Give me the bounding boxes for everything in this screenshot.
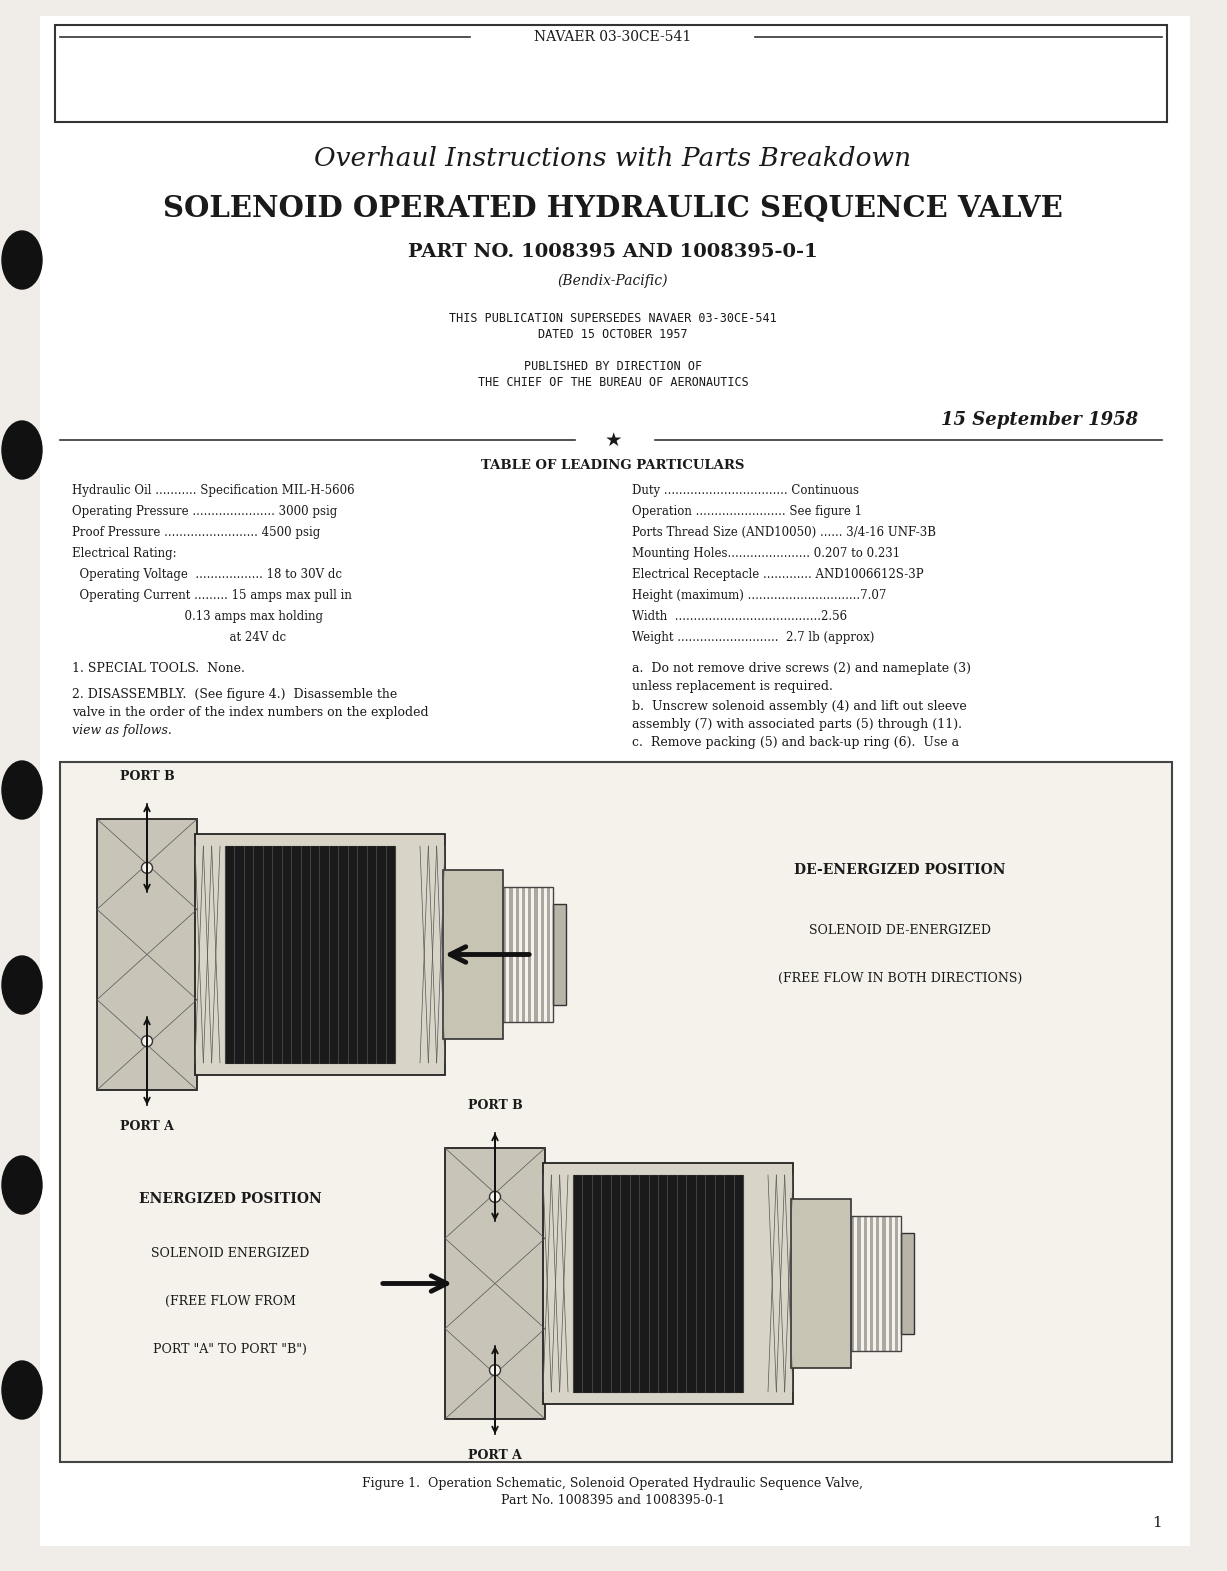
Text: Height (maximum) ..............................7.07: Height (maximum) .......................… — [632, 589, 886, 602]
Ellipse shape — [2, 421, 42, 479]
Text: valve in the order of the index numbers on the exploded: valve in the order of the index numbers … — [72, 705, 428, 718]
Text: view as follows.: view as follows. — [72, 724, 172, 737]
Bar — [445, 1148, 545, 1419]
Text: unless replacement is required.: unless replacement is required. — [632, 680, 833, 693]
Bar — [791, 1199, 852, 1368]
Bar — [870, 1216, 874, 1351]
Ellipse shape — [2, 760, 42, 818]
Text: Electrical Rating:: Electrical Rating: — [72, 547, 177, 559]
Text: PORT B: PORT B — [119, 770, 174, 782]
Bar — [509, 888, 513, 1021]
Text: assembly (7) with associated parts (5) through (11).: assembly (7) with associated parts (5) t… — [632, 718, 962, 731]
Text: Hydraulic Oil ........... Specification MIL-H-5606: Hydraulic Oil ........... Specification … — [72, 484, 355, 496]
Bar — [541, 888, 544, 1021]
Bar — [225, 847, 395, 1064]
Text: 1: 1 — [1152, 1516, 1162, 1530]
Text: PORT A: PORT A — [467, 1448, 521, 1463]
Text: Part No. 1008395 and 1008395-0-1: Part No. 1008395 and 1008395-0-1 — [501, 1494, 725, 1508]
Text: Operating Current ......... 15 amps max pull in: Operating Current ......... 15 amps max … — [72, 589, 352, 602]
Text: 2. DISASSEMBLY.  (See figure 4.)  Disassemble the: 2. DISASSEMBLY. (See figure 4.) Disassem… — [72, 688, 398, 701]
Bar — [503, 888, 553, 1021]
Text: (FREE FLOW FROM: (FREE FLOW FROM — [164, 1295, 296, 1309]
Bar — [515, 888, 519, 1021]
Text: SOLENOID OPERATED HYDRAULIC SEQUENCE VALVE: SOLENOID OPERATED HYDRAULIC SEQUENCE VAL… — [163, 193, 1063, 223]
Bar — [97, 818, 198, 1090]
Bar — [60, 762, 1172, 1463]
Text: ENERGIZED POSITION: ENERGIZED POSITION — [139, 1192, 321, 1207]
Bar — [573, 1175, 744, 1392]
Bar — [547, 888, 550, 1021]
Bar — [528, 888, 531, 1021]
Ellipse shape — [2, 1156, 42, 1214]
Text: Figure 1.  Operation Schematic, Solenoid Operated Hydraulic Sequence Valve,: Figure 1. Operation Schematic, Solenoid … — [362, 1477, 864, 1491]
Text: PUBLISHED BY DIRECTION OF: PUBLISHED BY DIRECTION OF — [524, 360, 702, 372]
Text: Ports Thread Size (AND10050) ...... 3/4-16 UNF-3B: Ports Thread Size (AND10050) ...... 3/4-… — [632, 526, 936, 539]
Circle shape — [141, 862, 152, 873]
Text: SOLENOID ENERGIZED: SOLENOID ENERGIZED — [151, 1247, 309, 1260]
Text: Width  .......................................2.56: Width ..................................… — [632, 610, 847, 622]
Text: Electrical Receptacle ............. AND1006612S-3P: Electrical Receptacle ............. AND1… — [632, 567, 924, 581]
Circle shape — [490, 1191, 501, 1202]
Text: c.  Remove packing (5) and back-up ring (6).  Use a: c. Remove packing (5) and back-up ring (… — [632, 735, 960, 748]
Text: Mounting Holes...................... 0.207 to 0.231: Mounting Holes...................... 0.2… — [632, 547, 901, 559]
Bar — [882, 1216, 886, 1351]
Text: (Bendix-Pacific): (Bendix-Pacific) — [558, 273, 669, 287]
Text: SOLENOID DE-ENERGIZED: SOLENOID DE-ENERGIZED — [809, 924, 991, 936]
Text: PART NO. 1008395 AND 1008395-0-1: PART NO. 1008395 AND 1008395-0-1 — [409, 244, 818, 261]
Text: (FREE FLOW IN BOTH DIRECTIONS): (FREE FLOW IN BOTH DIRECTIONS) — [778, 972, 1022, 985]
Bar — [195, 834, 445, 1075]
Text: at 24V dc: at 24V dc — [72, 630, 286, 644]
Text: a.  Do not remove drive screws (2) and nameplate (3): a. Do not remove drive screws (2) and na… — [632, 661, 971, 674]
Bar — [852, 1216, 901, 1351]
Circle shape — [490, 1365, 501, 1376]
Text: Duty ................................. Continuous: Duty ................................. C… — [632, 484, 859, 496]
Text: NAVAER 03-30CE-541: NAVAER 03-30CE-541 — [535, 30, 692, 44]
Text: Operating Voltage  .................. 18 to 30V dc: Operating Voltage .................. 18 … — [72, 567, 342, 581]
Text: ★: ★ — [604, 430, 622, 449]
Bar — [858, 1216, 860, 1351]
Bar — [901, 1233, 913, 1334]
Text: 15 September 1958: 15 September 1958 — [941, 412, 1139, 429]
Text: PORT "A" TO PORT "B"): PORT "A" TO PORT "B") — [153, 1343, 307, 1356]
Text: PORT B: PORT B — [467, 1100, 523, 1112]
Text: b.  Unscrew solenoid assembly (4) and lift out sleeve: b. Unscrew solenoid assembly (4) and lif… — [632, 699, 967, 713]
Bar — [888, 1216, 892, 1351]
Bar — [864, 1216, 867, 1351]
Text: PORT A: PORT A — [120, 1120, 174, 1133]
Bar — [852, 1216, 854, 1351]
Bar — [544, 1163, 793, 1404]
Bar — [894, 1216, 898, 1351]
Text: Proof Pressure ......................... 4500 psig: Proof Pressure .........................… — [72, 526, 320, 539]
Text: THE CHIEF OF THE BUREAU OF AERONAUTICS: THE CHIEF OF THE BUREAU OF AERONAUTICS — [477, 375, 748, 388]
Circle shape — [141, 1035, 152, 1046]
Bar — [553, 903, 566, 1005]
Text: DATED 15 OCTOBER 1957: DATED 15 OCTOBER 1957 — [539, 327, 688, 341]
Ellipse shape — [2, 231, 42, 289]
Text: 1. SPECIAL TOOLS.  None.: 1. SPECIAL TOOLS. None. — [72, 661, 245, 674]
Ellipse shape — [2, 957, 42, 1013]
Bar — [443, 870, 503, 1038]
Bar — [534, 888, 537, 1021]
Text: DE-ENERGIZED POSITION: DE-ENERGIZED POSITION — [794, 862, 1006, 877]
Text: 0.13 amps max holding: 0.13 amps max holding — [72, 610, 323, 622]
Text: Operating Pressure ...................... 3000 psig: Operating Pressure .....................… — [72, 504, 337, 517]
Ellipse shape — [2, 1360, 42, 1419]
Bar — [55, 25, 1167, 123]
Bar — [503, 888, 507, 1021]
Bar — [521, 888, 525, 1021]
Text: Weight ...........................  2.7 lb (approx): Weight ........................... 2.7 l… — [632, 630, 875, 644]
Bar — [876, 1216, 880, 1351]
Text: Overhaul Instructions with Parts Breakdown: Overhaul Instructions with Parts Breakdo… — [314, 146, 912, 171]
Text: Operation ........................ See figure 1: Operation ........................ See f… — [632, 504, 863, 517]
Text: THIS PUBLICATION SUPERSEDES NAVAER 03-30CE-541: THIS PUBLICATION SUPERSEDES NAVAER 03-30… — [449, 311, 777, 325]
Text: TABLE OF LEADING PARTICULARS: TABLE OF LEADING PARTICULARS — [481, 459, 745, 471]
